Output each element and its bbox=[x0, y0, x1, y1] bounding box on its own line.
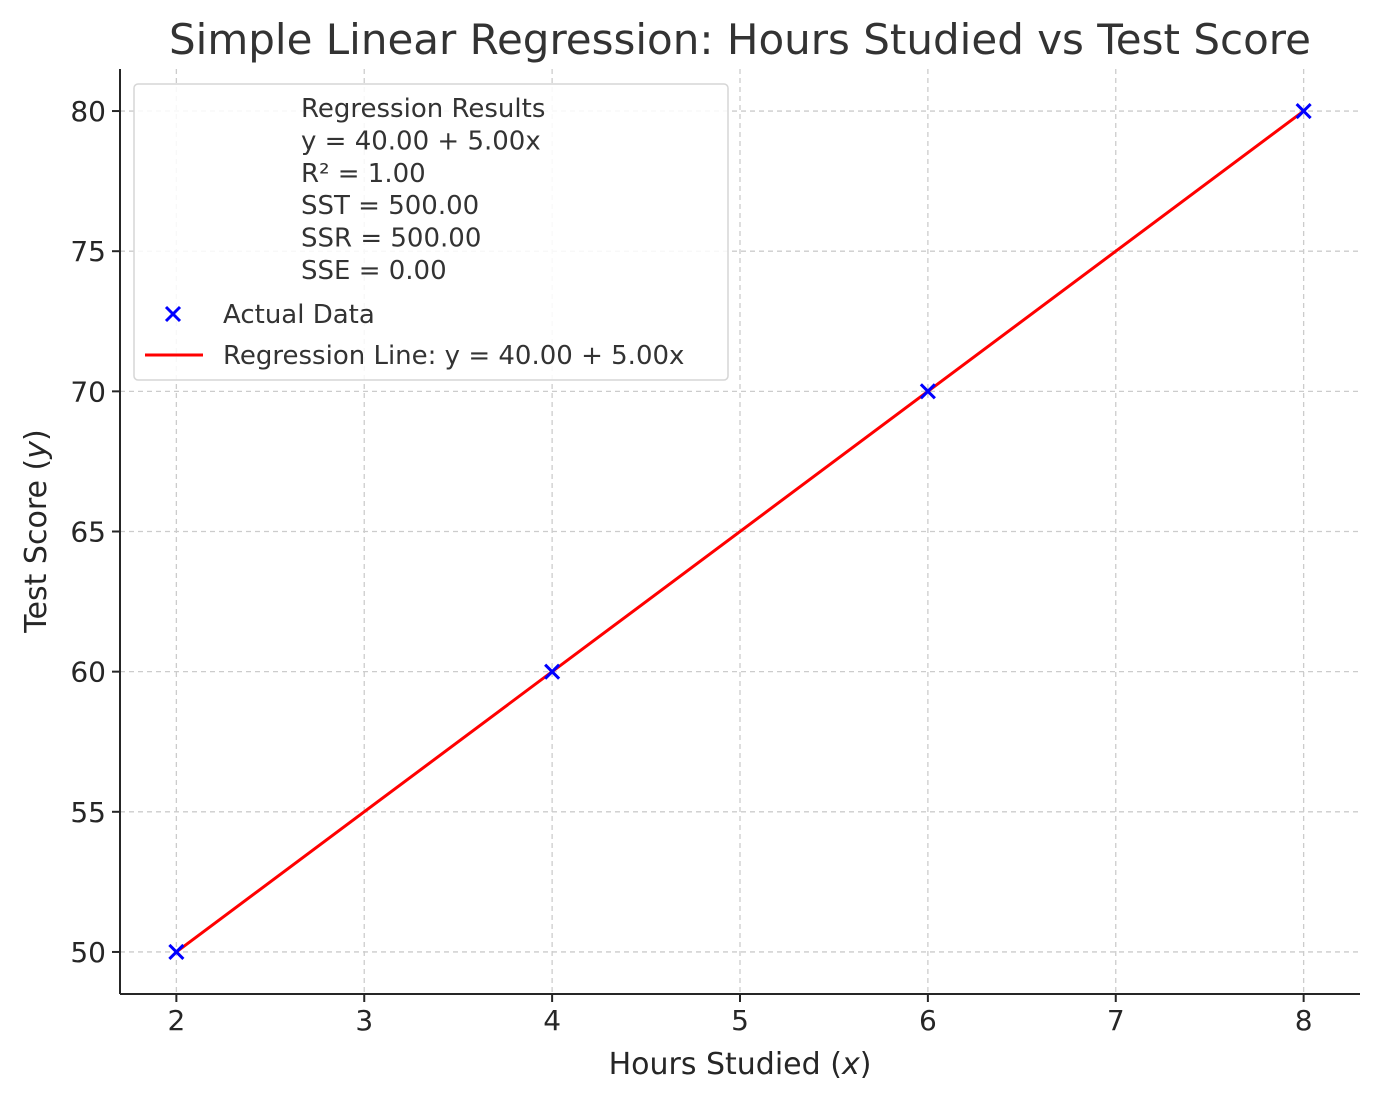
y-tick-label: 80 bbox=[70, 95, 106, 128]
legend-results-line: R² = 1.00 bbox=[301, 159, 426, 189]
y-tick-label: 60 bbox=[70, 656, 106, 689]
y-tick-label: 70 bbox=[70, 375, 106, 408]
legend-box bbox=[133, 83, 729, 381]
legend-results-line: SSR = 500.00 bbox=[301, 224, 481, 254]
y-tick-label: 55 bbox=[70, 796, 106, 829]
legend-scatter-handle bbox=[164, 305, 182, 323]
y-axis-label: Test Score (y) bbox=[19, 429, 54, 633]
plot-area bbox=[168, 102, 1312, 961]
legend-results-line: SST = 500.00 bbox=[301, 191, 479, 221]
x-tick-label: 7 bbox=[1107, 1004, 1125, 1037]
x-tick-label: 2 bbox=[167, 1004, 185, 1037]
x-tick-label: 3 bbox=[355, 1004, 373, 1037]
y-tick-label: 65 bbox=[70, 516, 106, 549]
data-point bbox=[919, 383, 936, 400]
legend-entry-label: Regression Line: y = 40.00 + 5.00x bbox=[223, 341, 684, 371]
legend-results-line: y = 40.00 + 5.00x bbox=[301, 126, 541, 156]
data-point bbox=[1295, 102, 1312, 120]
data-point bbox=[544, 663, 561, 680]
x-axis-label: Hours Studied (x) bbox=[609, 1047, 872, 1082]
legend-results-line: Regression Results bbox=[301, 94, 545, 124]
chart-title: Simple Linear Regression: Hours Studied … bbox=[169, 15, 1311, 64]
legend-entry-label: Actual Data bbox=[223, 300, 375, 330]
y-ticks: 50 55 60 65 70 75 80 bbox=[70, 95, 120, 969]
x-tick-label: 6 bbox=[919, 1004, 937, 1037]
y-tick-label: 75 bbox=[70, 235, 106, 268]
regression-line bbox=[175, 109, 1305, 954]
x-tick-label: 8 bbox=[1295, 1004, 1313, 1037]
y-tick-label: 50 bbox=[70, 936, 106, 969]
legend-results-line: SSE = 0.00 bbox=[301, 256, 447, 286]
x-tick-label: 4 bbox=[543, 1004, 561, 1037]
data-point bbox=[168, 943, 185, 961]
x-ticks: 2 3 4 5 6 7 8 bbox=[167, 994, 1313, 1037]
x-tick-label: 5 bbox=[731, 1004, 749, 1037]
